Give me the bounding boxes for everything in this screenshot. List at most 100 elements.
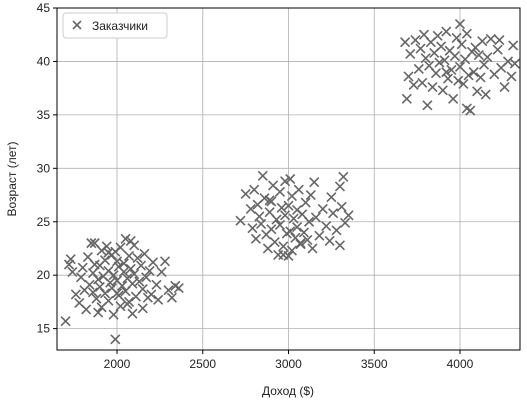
data-point [93,274,104,285]
data-point [60,316,71,327]
y-tick-label: 45 [37,1,51,15]
data-point [292,222,303,233]
data-point [120,233,131,244]
data-point [401,93,412,104]
x-tick-label: 3000 [275,357,302,371]
data-point [137,303,148,314]
data-point [472,86,483,97]
data-point [451,32,462,43]
data-point [410,34,421,46]
data-point [420,53,431,64]
data-point [417,77,428,88]
data-point [461,28,472,39]
data-point [307,243,318,254]
data-point [271,214,282,225]
data-point [249,184,260,195]
data-point [65,254,76,265]
data-point [259,193,270,204]
data-point [123,250,135,262]
data-point [274,219,285,231]
data-point [280,176,291,187]
data-point [328,208,339,219]
data-point [408,79,419,91]
data-point [156,266,167,278]
data-point [413,63,424,74]
data-point [508,40,519,51]
data-point [115,301,126,312]
data-point [441,67,452,78]
data-point [427,82,438,93]
data-point [309,177,320,188]
legend: Заказчики [62,12,168,39]
data-point [334,240,346,251]
data-point [441,26,452,37]
data-point [480,89,491,100]
data-point [110,334,121,345]
data-point [103,295,114,306]
data-point [129,269,140,280]
data-point [448,93,459,104]
data-point [449,51,460,62]
legend-label: Заказчики [92,19,148,33]
data-point [458,78,469,89]
y-axis-ticks: 15 20 25 30 35 40 45 [37,1,57,336]
data-point [437,85,448,96]
data-point [118,266,129,278]
data-point [336,201,347,212]
data-point [127,278,138,289]
data-point [321,220,332,232]
data-point [111,288,123,299]
data-point [146,289,157,300]
data-point [84,279,95,290]
data-point [295,238,306,249]
data-point [264,195,275,206]
x-axis-ticks: 2000 2500 3000 3500 4000 [104,350,474,371]
data-point [91,293,102,304]
data-point [81,304,92,315]
data-point [405,48,416,60]
data-point [250,233,261,244]
data-point [456,39,467,50]
y-tick-label: 30 [37,161,51,175]
data-point [334,181,346,192]
data-point [302,234,313,245]
data-point [454,18,466,30]
data-point [127,308,138,319]
data-point [108,309,119,320]
data-point [454,61,466,72]
data-point [461,103,472,114]
data-point [509,58,520,69]
data-point [151,279,162,290]
data-point [286,245,297,256]
data-point [436,41,447,52]
data-point [173,282,184,294]
data-point [141,272,152,283]
y-tick-label: 35 [37,108,51,122]
data-point [93,307,104,318]
data-point [108,270,119,281]
data-point [247,223,258,234]
data-point [305,189,316,201]
data-point [338,171,349,182]
data-point [331,225,342,236]
data-point [506,71,517,82]
data-point [255,218,267,229]
data-point [475,72,486,83]
data-point [257,170,268,181]
data-point [278,249,289,260]
legend-box [62,12,168,39]
data-point [77,262,88,273]
data-point [473,49,484,61]
data-point [324,235,335,247]
data-point [430,68,442,79]
data-point [432,30,443,41]
data-point [144,265,155,276]
data-point [134,276,145,287]
x-axis-title: Доход ($) [262,384,314,398]
data-point [117,280,128,291]
data-point [122,298,133,310]
data-point [240,188,251,200]
data-point [494,34,505,46]
data-point [463,70,474,81]
data-point [304,216,315,227]
